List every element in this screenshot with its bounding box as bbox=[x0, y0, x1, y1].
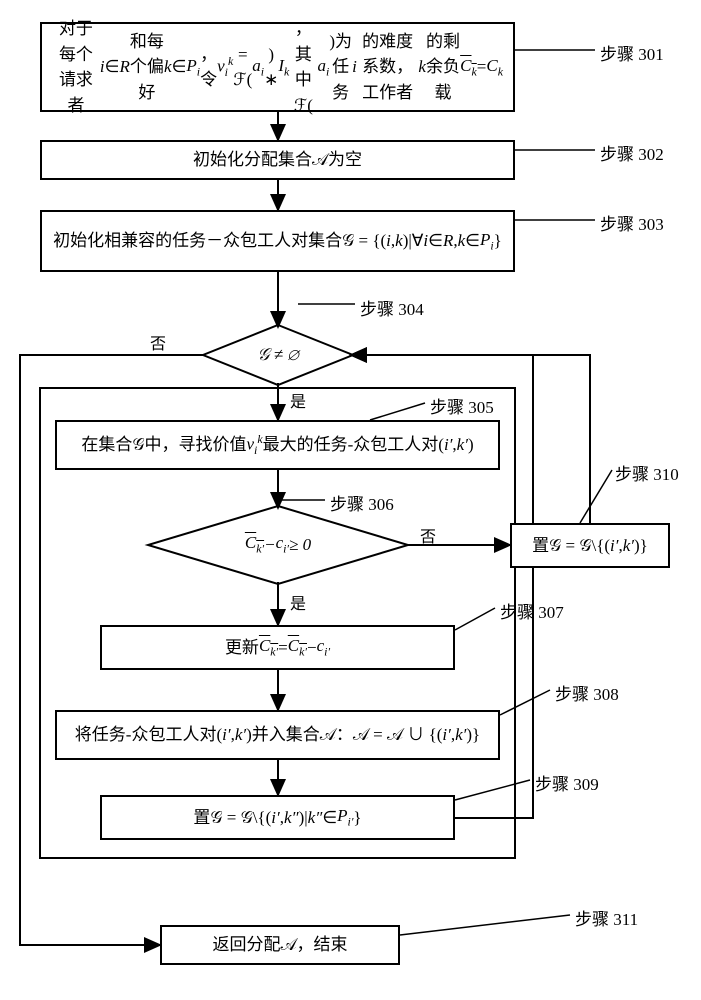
n307-step-label: 步骤 307 bbox=[500, 598, 564, 623]
d306-yes: 是 bbox=[290, 590, 306, 614]
n305: 在集合𝒢中，寻找价值vik最大的任务-众包工人对(i′,k′) bbox=[55, 420, 500, 470]
d304-yes: 是 bbox=[290, 388, 306, 412]
n302: 初始化分配集合𝒜为空 bbox=[40, 140, 515, 180]
n309: 置𝒢 = 𝒢\{(i′,k″)|k″ ∈ Pi′} bbox=[100, 795, 455, 840]
d306-no: 否 bbox=[420, 523, 436, 547]
d306-step-label: 步骤 306 bbox=[330, 490, 394, 515]
n307: 更新Ck′ = Ck′ − ci′ bbox=[100, 625, 455, 670]
n308: 将任务-众包工人对(i′,k′)并入集合𝒜：𝒜 = 𝒜 ∪ {(i′,k′)} bbox=[55, 710, 500, 760]
n303: 初始化相兼容的任务－众包工人对集合𝒢 = {(i,k)|∀i ∈ R, k ∈ … bbox=[40, 210, 515, 272]
n305-step-label: 步骤 305 bbox=[430, 393, 494, 418]
n311-step-label: 步骤 311 bbox=[575, 905, 638, 930]
n310: 置𝒢 = 𝒢\{(i′,k′)} bbox=[510, 523, 670, 568]
n302-step-label: 步骤 302 bbox=[600, 140, 664, 165]
n310-step-label: 步骤 310 bbox=[615, 460, 679, 485]
d306: Ck′ − ci′ ≥ 0 bbox=[148, 506, 408, 584]
n303-step-label: 步骤 303 bbox=[600, 210, 664, 235]
n308-step-label: 步骤 308 bbox=[555, 680, 619, 705]
n309-step-label: 步骤 309 bbox=[535, 770, 599, 795]
n301: 对于每个请求者 i ∈ R 和每个偏好 k ∈ Pi，令 vik = ℱ(ai)… bbox=[40, 22, 515, 112]
n301-step-label: 步骤 301 bbox=[600, 40, 664, 65]
n311: 返回分配𝒜，结束 bbox=[160, 925, 400, 965]
d304: 𝒢 ≠ ∅ bbox=[203, 325, 353, 385]
d304-no: 否 bbox=[150, 330, 166, 354]
d304-step-label: 步骤 304 bbox=[360, 295, 424, 320]
